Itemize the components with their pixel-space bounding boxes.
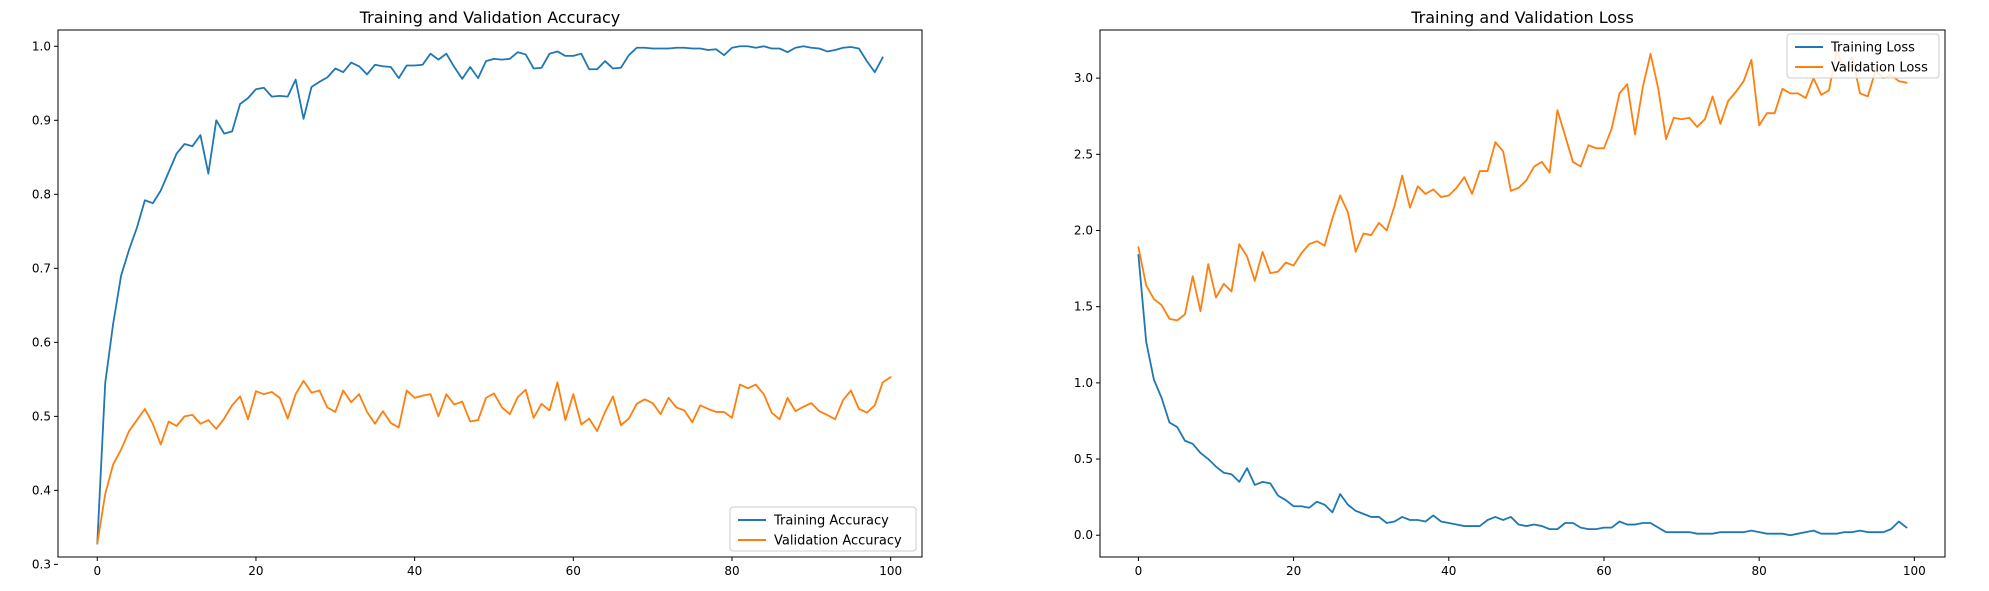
x-tick-label: 0 bbox=[1135, 564, 1143, 578]
x-tick-label: 60 bbox=[566, 564, 581, 578]
x-tick-label: 20 bbox=[1286, 564, 1301, 578]
x-tick-label: 40 bbox=[1441, 564, 1456, 578]
legend-box bbox=[729, 506, 917, 552]
y-tick-label: 0.3 bbox=[32, 557, 51, 571]
legend-label: Validation Loss bbox=[1831, 61, 1928, 76]
x-tick-label: 80 bbox=[724, 564, 739, 578]
x-tick-label: 80 bbox=[1752, 564, 1767, 578]
y-tick-label: 0.5 bbox=[1074, 452, 1093, 466]
series-line-training-accuracy bbox=[96, 45, 884, 545]
series-line-validation-accuracy bbox=[96, 376, 892, 545]
y-tick-label: 0.6 bbox=[32, 335, 51, 349]
legend: Training Accuracy Validation Accuracy bbox=[729, 506, 917, 552]
chart-loss: Training and Validation Loss 0 20 40 60 80 100… bbox=[1074, 8, 1946, 578]
x-tick-label: 100 bbox=[879, 564, 902, 578]
y-tick-label: 1.0 bbox=[32, 39, 51, 53]
y-tick-label: 3.0 bbox=[1074, 71, 1093, 85]
y-tick-label: 0.4 bbox=[32, 483, 51, 497]
x-tick-label: 0 bbox=[93, 564, 101, 578]
legend-label: Validation Accuracy bbox=[774, 534, 902, 549]
series-line-validation-loss bbox=[1137, 49, 1908, 322]
y-tick-label: 2.5 bbox=[1074, 147, 1093, 161]
legend: Training Loss Validation Loss bbox=[1786, 33, 1940, 79]
legend-box bbox=[1786, 33, 1940, 79]
y-tick-label: 2.0 bbox=[1074, 224, 1093, 238]
plot-frame bbox=[57, 29, 923, 558]
chart-title: Training and Validation Loss bbox=[1410, 8, 1634, 27]
x-tick-label: 100 bbox=[1903, 564, 1926, 578]
y-tick-label: 0.9 bbox=[32, 113, 51, 127]
plot-frame bbox=[1099, 29, 1946, 558]
series-line-training-loss bbox=[1137, 253, 1908, 537]
y-tick-label: 0.5 bbox=[32, 409, 51, 423]
y-tick-label: 1.5 bbox=[1074, 300, 1093, 314]
y-tick-label: 0.0 bbox=[1074, 528, 1093, 542]
chart-title: Training and Validation Accuracy bbox=[359, 8, 621, 27]
y-tick-label: 0.8 bbox=[32, 187, 51, 201]
legend-label: Training Accuracy bbox=[773, 514, 889, 529]
y-tick-label: 1.0 bbox=[1074, 376, 1093, 390]
chart-accuracy: Training and Validation Accuracy 0 20 40 60 8… bbox=[32, 8, 923, 578]
y-tick-label: 0.7 bbox=[32, 261, 51, 275]
legend-label: Training Loss bbox=[1830, 41, 1915, 56]
x-tick-label: 60 bbox=[1596, 564, 1611, 578]
x-tick-label: 40 bbox=[407, 564, 422, 578]
x-tick-label: 20 bbox=[248, 564, 263, 578]
